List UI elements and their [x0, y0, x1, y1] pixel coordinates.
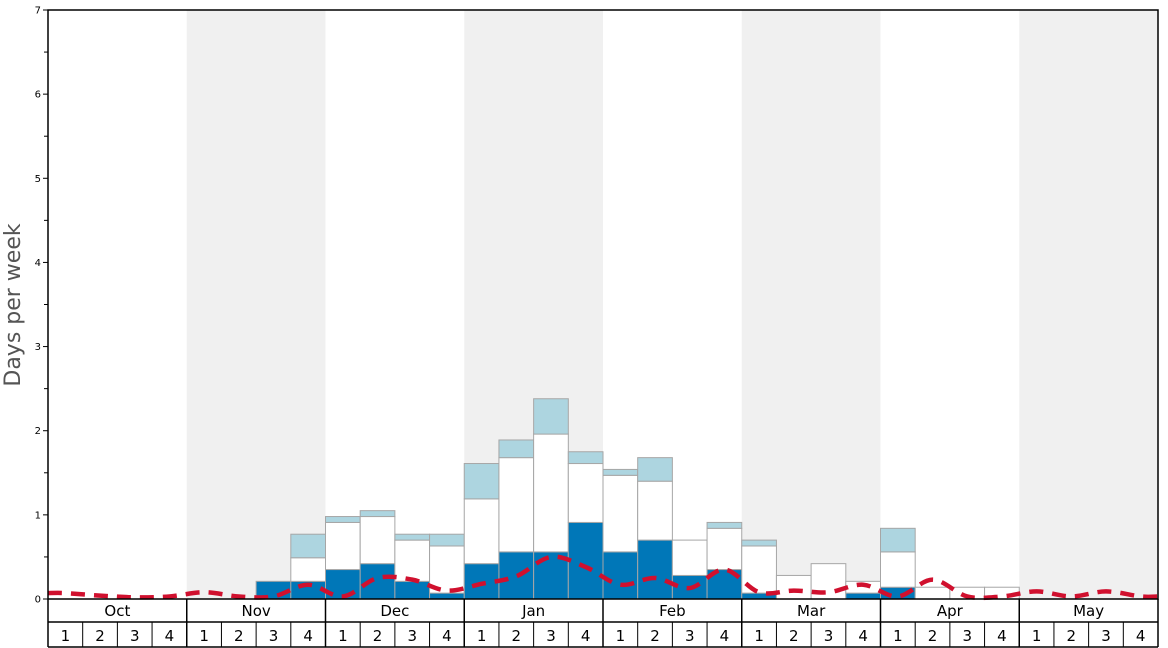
y-tick-label: 3	[35, 342, 41, 353]
week-label: 2	[373, 627, 383, 645]
month-label-mar: Mar	[797, 602, 826, 620]
bar-segment-3	[567, 451, 604, 465]
week-label: 3	[546, 627, 556, 645]
y-tick-label: 6	[35, 90, 41, 101]
week-label: 2	[650, 627, 660, 645]
bar-segment-3	[290, 533, 326, 559]
bar-segment-2	[637, 480, 673, 541]
bar-segment-3	[880, 527, 916, 553]
bar-segment-2	[533, 433, 569, 553]
bar-segment-2	[671, 539, 708, 576]
week-label: 3	[130, 627, 140, 645]
week-label: 4	[165, 627, 175, 645]
month-label-oct: Oct	[104, 602, 130, 620]
bar-segment-1	[845, 592, 881, 600]
bar-segment-3	[463, 463, 500, 500]
month-label-feb: Feb	[659, 602, 686, 620]
bar-segment-2	[567, 463, 604, 523]
y-axis-label: Days per week	[1, 223, 26, 386]
week-label: 2	[95, 627, 105, 645]
bar-segment-1	[463, 563, 500, 600]
week-label: 4	[858, 627, 868, 645]
week-label: 3	[407, 627, 417, 645]
bar-segment-1	[567, 521, 604, 600]
bar-segment-3	[325, 516, 361, 523]
week-label: 1	[338, 627, 348, 645]
week-label: 1	[616, 627, 626, 645]
y-tick-label: 4	[35, 258, 41, 269]
week-label: 2	[928, 627, 938, 645]
bars	[255, 398, 1020, 600]
dashed-line-layer	[47, 554, 1159, 601]
week-label: 1	[893, 627, 903, 645]
week-label: 1	[61, 627, 71, 645]
bar-segment-3	[429, 533, 465, 547]
bar-segment-3	[533, 398, 569, 435]
bar-segment-2	[463, 498, 500, 565]
week-label: 4	[303, 627, 313, 645]
bar-segment-2	[290, 557, 326, 582]
week-label: 2	[512, 627, 522, 645]
week-label: 1	[754, 627, 764, 645]
week-label: 2	[234, 627, 244, 645]
month-label-may: May	[1073, 602, 1104, 620]
week-label: 3	[269, 627, 279, 645]
week-label: 4	[581, 627, 591, 645]
month-label-apr: Apr	[937, 602, 964, 620]
bar-segment-2	[602, 474, 639, 553]
week-label: 3	[824, 627, 834, 645]
week-label: 1	[477, 627, 487, 645]
bar-segment-3	[394, 533, 431, 541]
week-label: 4	[442, 627, 452, 645]
bar-segment-1	[602, 551, 639, 600]
y-tick-label: 7	[35, 6, 41, 17]
bar-segment-2	[359, 516, 396, 565]
bar-segment-3	[741, 539, 777, 547]
y-tick-label: 5	[35, 174, 41, 185]
month-shade-mar	[741, 10, 881, 599]
y-tick-label: 0	[35, 595, 41, 606]
week-label: 1	[1032, 627, 1042, 645]
dashed-line	[47, 554, 1159, 601]
month-label-jan: Jan	[521, 602, 545, 620]
week-label: 4	[997, 627, 1007, 645]
week-label: 2	[789, 627, 799, 645]
bar-segment-1	[637, 539, 673, 600]
bar-segment-2	[775, 574, 812, 600]
week-label: 3	[962, 627, 972, 645]
bar-segment-1	[429, 592, 465, 600]
bar-segment-2	[325, 521, 361, 571]
x-axis: Oct 1 2 3 4 Nov 1 2 3 4 Dec 1 2 3 4 Jan 1 2 3 4 Feb 1 2 3 4 Mar 1 2…	[47, 599, 1159, 648]
bar-segment-3	[498, 439, 535, 459]
week-label: 4	[1136, 627, 1146, 645]
bar-segment-3	[602, 468, 639, 476]
week-label: 1	[199, 627, 209, 645]
month-shading	[186, 10, 1158, 599]
week-label: 4	[720, 627, 730, 645]
bar-segment-1	[359, 563, 396, 600]
bar-segment-3	[706, 521, 743, 529]
y-tick-label: 1	[35, 510, 41, 521]
bar-segment-2	[394, 539, 431, 582]
bar-segment-2	[880, 551, 916, 588]
bar-segment-2	[914, 586, 951, 600]
y-axis: 0 1 2 3 4 5 6 7	[35, 6, 48, 606]
week-label: 3	[1101, 627, 1111, 645]
week-label: 2	[1067, 627, 1077, 645]
month-shade-nov	[186, 10, 326, 599]
month-shade-may	[1019, 10, 1158, 599]
bar-segment-3	[637, 457, 673, 482]
bar-segment-2	[706, 527, 743, 571]
month-label-nov: Nov	[241, 602, 270, 620]
y-tick-label: 2	[35, 426, 41, 437]
bar-segment-1	[498, 551, 535, 600]
bar-segment-3	[359, 510, 396, 518]
week-label: 3	[685, 627, 695, 645]
bar-segment-2	[498, 457, 535, 553]
month-label-dec: Dec	[380, 602, 409, 620]
bar-segment-1	[394, 580, 431, 600]
